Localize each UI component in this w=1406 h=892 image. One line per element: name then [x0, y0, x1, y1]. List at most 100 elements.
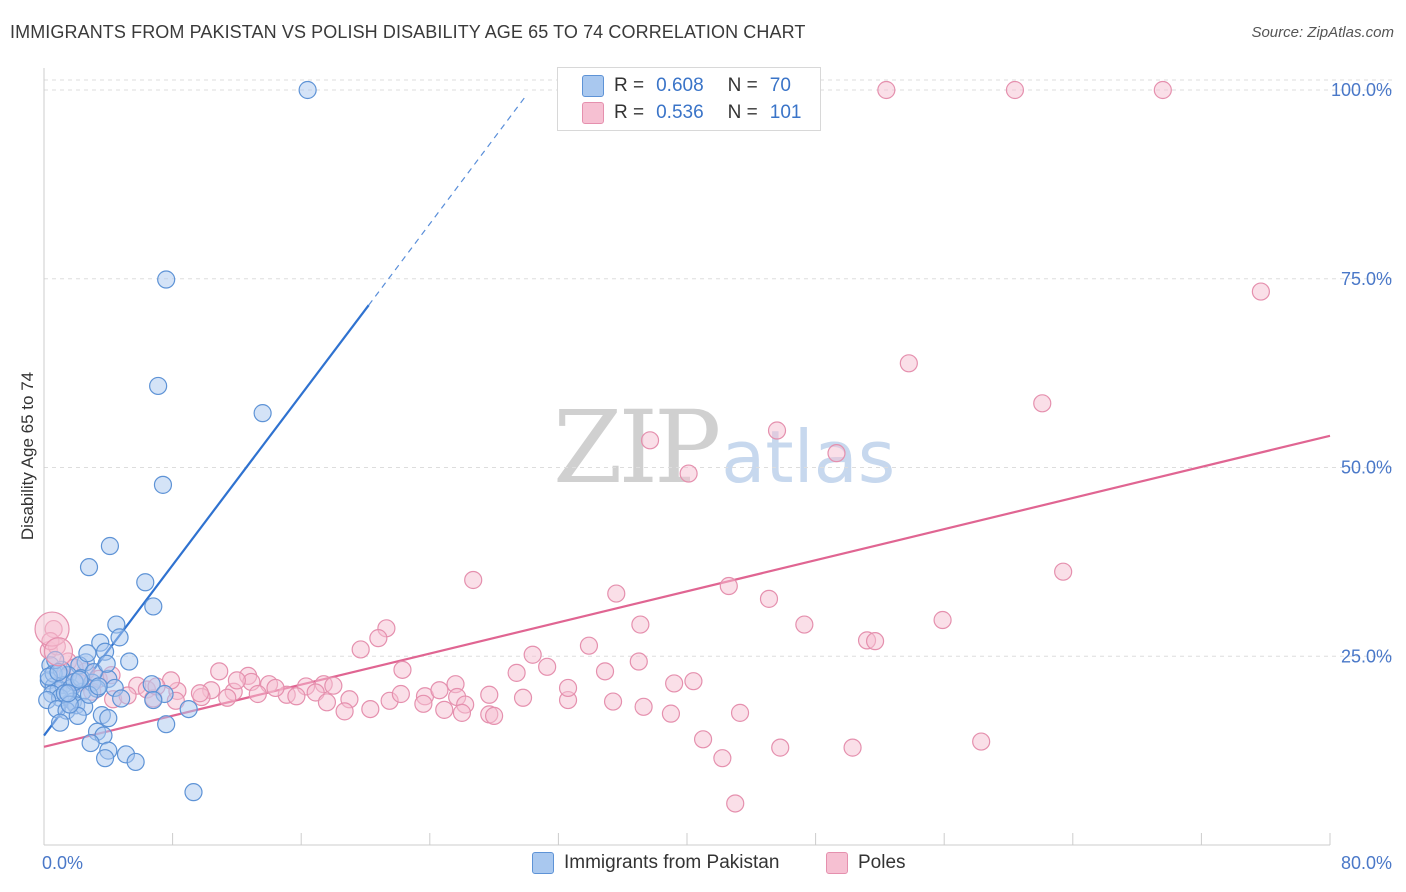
y-tick-label: 100.0%: [1331, 80, 1392, 100]
point-pakistan: [59, 684, 78, 703]
point-poles: [335, 702, 354, 721]
point-poles: [640, 431, 660, 450]
axis-labels: 25.0% 50.0% 75.0% 100.0% 0.0% 80.0% Disability…: [18, 80, 1392, 873]
point-pakistan: [95, 749, 115, 768]
point-poles: [719, 576, 738, 596]
legend-label-poles: Poles: [858, 852, 906, 873]
stats-row-poles: R = 0.536 N = 101: [582, 100, 801, 126]
point-poles: [933, 610, 952, 630]
point-poles: [523, 645, 542, 664]
point-poles: [480, 685, 499, 704]
point-poles: [629, 652, 648, 671]
point-poles: [558, 678, 578, 698]
point-poles: [684, 672, 703, 691]
point-poles: [730, 703, 750, 722]
point-poles: [464, 570, 483, 590]
point-pakistan: [153, 475, 173, 494]
legend-swatch-poles: [582, 102, 604, 124]
trend-line-pakistan-extension: [368, 97, 526, 306]
point-pakistan: [120, 652, 139, 671]
y-tick-label: 50.0%: [1341, 458, 1392, 478]
legend-item-pakistan[interactable]: Immigrants from Pakistan: [532, 852, 779, 874]
point-poles: [795, 615, 814, 634]
point-pakistan: [144, 597, 163, 616]
n-value: 101: [769, 102, 802, 123]
point-poles: [827, 444, 846, 463]
trend-lines: [43, 97, 1331, 748]
point-poles: [324, 676, 343, 695]
point-poles: [190, 684, 210, 703]
legend-swatch-poles: [826, 852, 848, 874]
point-poles: [1251, 282, 1270, 301]
point-pakistan: [149, 376, 168, 396]
point-poles: [603, 692, 623, 711]
stats-legend: R = 0.608 N = 70 R = 0.536 N = 101: [557, 67, 821, 131]
point-poles: [759, 589, 779, 608]
point-poles: [726, 794, 745, 813]
data-points: [34, 80, 1270, 813]
point-pakistan: [110, 628, 129, 647]
point-poles: [1153, 80, 1172, 100]
point-pakistan: [78, 644, 97, 663]
point-poles: [210, 662, 229, 681]
point-poles: [865, 632, 885, 651]
y-tick-label: 75.0%: [1341, 269, 1392, 289]
point-poles: [391, 684, 410, 704]
point-poles: [595, 662, 615, 681]
stats-row-pakistan: R = 0.608 N = 70: [582, 73, 791, 99]
series-legend: Immigrants from Pakistan Poles: [0, 852, 1406, 878]
source-label: Source: ZipAtlas.com: [1251, 24, 1394, 41]
point-poles: [538, 657, 557, 676]
point-pakistan: [253, 404, 272, 423]
axes: [43, 68, 1331, 846]
legend-item-poles[interactable]: Poles: [826, 852, 906, 874]
point-poles: [513, 688, 533, 707]
point-poles: [1033, 394, 1052, 413]
point-poles: [248, 684, 267, 704]
point-poles: [227, 671, 246, 690]
r-value: 0.536: [656, 102, 704, 123]
point-pakistan: [99, 709, 118, 728]
chart-title: IMMIGRANTS FROM PAKISTAN VS POLISH DISAB…: [10, 22, 806, 42]
r-value: 0.608: [656, 75, 704, 96]
point-poles: [665, 674, 684, 693]
point-poles: [661, 704, 681, 723]
point-poles: [771, 738, 790, 757]
x-tick-label: 0.0%: [42, 853, 83, 873]
grid-lines: [44, 79, 1392, 657]
r-label: R =: [614, 102, 645, 123]
point-poles: [266, 678, 285, 698]
point-pakistan: [112, 689, 131, 708]
y-tick-label: 25.0%: [1341, 646, 1392, 666]
point-poles: [843, 738, 862, 757]
point-pakistan: [144, 690, 163, 710]
point-poles: [393, 660, 412, 679]
n-label: N =: [727, 75, 758, 96]
point-poles: [679, 464, 698, 483]
point-pakistan: [79, 558, 99, 577]
point-poles: [351, 640, 370, 659]
point-poles: [287, 687, 306, 706]
point-poles: [485, 706, 504, 725]
legend-label-pakistan: Immigrants from Pakistan: [564, 852, 780, 873]
point-poles: [430, 681, 449, 700]
point-pakistan: [70, 670, 89, 689]
point-pakistan: [184, 783, 203, 802]
point-poles: [317, 693, 337, 712]
point-poles: [361, 699, 380, 719]
point-poles: [877, 80, 896, 100]
point-pakistan: [100, 536, 120, 556]
point-poles: [435, 700, 454, 719]
point-poles: [579, 636, 599, 655]
point-poles: [972, 732, 991, 751]
point-pakistan: [50, 713, 70, 732]
point-poles: [899, 354, 918, 373]
watermark-atlas: atlas: [721, 415, 896, 499]
point-poles: [693, 730, 713, 749]
point-pakistan: [126, 752, 145, 772]
point-pakistan: [298, 80, 317, 100]
point-poles: [713, 749, 732, 768]
point-poles: [767, 421, 787, 440]
point-pakistan: [136, 573, 155, 592]
